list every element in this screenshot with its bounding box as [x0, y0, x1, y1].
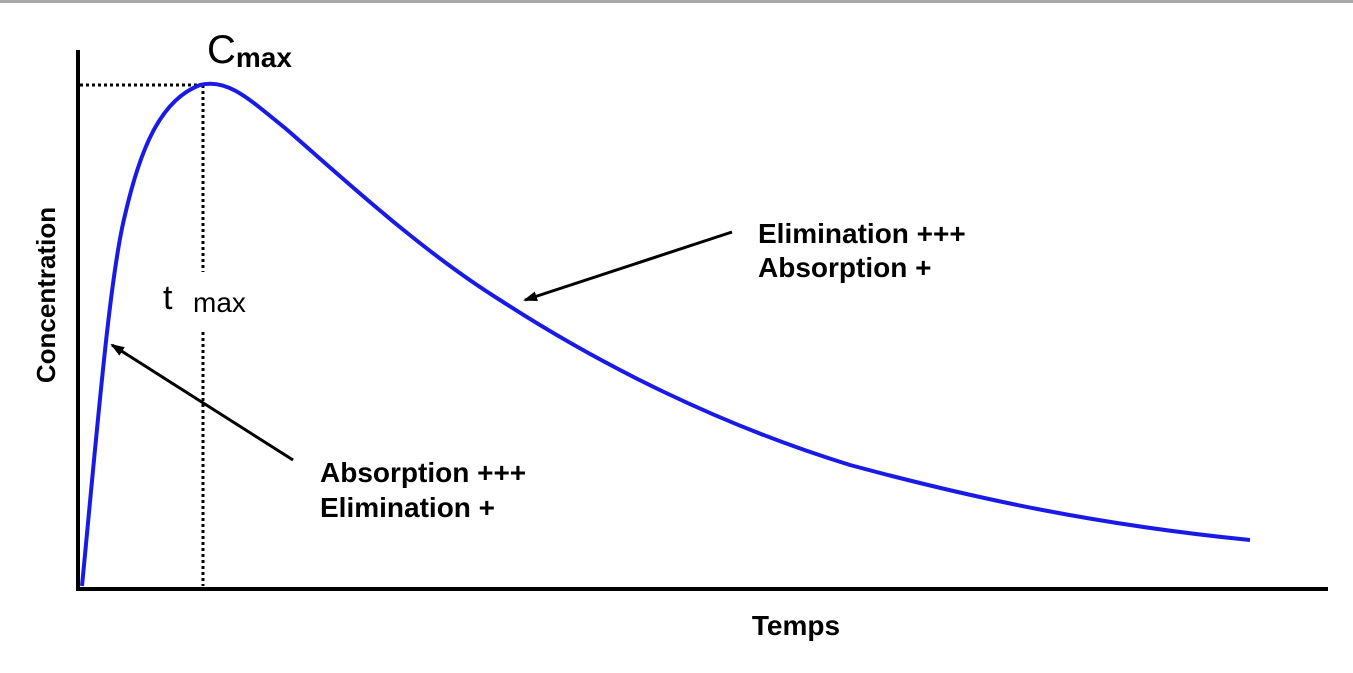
concentration-curve — [80, 81, 1251, 587]
tmax-label-sub: max — [193, 287, 246, 318]
x-axis-label: Temps — [752, 610, 840, 641]
annotation-left-line2: Elimination + — [320, 492, 495, 523]
arrow-absorption — [110, 343, 294, 462]
annotation-left-line1: Absorption +++ — [320, 457, 526, 488]
annotation-right-line2: Absorption + — [758, 252, 931, 283]
tmax-label-main: t — [163, 279, 173, 317]
y-axis-label: Concentration — [31, 207, 61, 383]
cmax-label-main: C — [207, 28, 236, 72]
annotation-right-line1: Elimination +++ — [758, 218, 966, 249]
cmax-label-sub: max — [236, 42, 292, 73]
top-border — [0, 0, 1353, 3]
cmax-label: Cmax — [207, 28, 292, 73]
arrow-elimination — [523, 230, 733, 302]
